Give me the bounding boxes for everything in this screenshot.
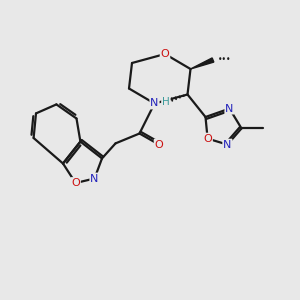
- Text: N: N: [223, 140, 232, 150]
- Text: O: O: [160, 49, 169, 59]
- Polygon shape: [190, 58, 214, 69]
- Text: O: O: [71, 178, 80, 188]
- Text: •••: •••: [218, 55, 231, 64]
- Text: N: N: [225, 103, 234, 114]
- Text: N: N: [150, 98, 159, 109]
- Text: H: H: [162, 97, 170, 107]
- Text: N: N: [90, 173, 99, 184]
- Text: O: O: [154, 140, 164, 150]
- Text: O: O: [203, 134, 212, 144]
